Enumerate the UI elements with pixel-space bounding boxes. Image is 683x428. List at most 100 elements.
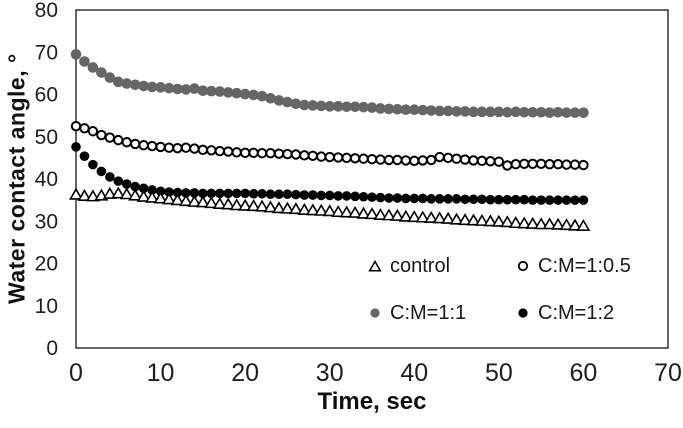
y-tick-label: 30 [35, 210, 58, 233]
data-point-marker [172, 83, 183, 95]
data-point-marker [510, 106, 522, 118]
data-point-marker [451, 153, 462, 164]
data-point-marker [273, 148, 285, 159]
data-point-marker [459, 154, 471, 165]
data-point-marker [559, 218, 574, 231]
data-point-marker [375, 103, 386, 114]
data-point-marker [392, 103, 403, 115]
data-point-marker [248, 188, 259, 199]
data-point-marker [458, 213, 473, 226]
data-point-marker [392, 193, 403, 203]
data-point-marker [519, 158, 530, 169]
data-point-marker [390, 208, 405, 221]
data-point-marker [551, 217, 566, 230]
data-point-marker [576, 219, 591, 231]
data-point-marker [356, 206, 371, 219]
data-point-marker [392, 154, 403, 166]
data-point-marker [291, 189, 301, 200]
legend-item-cm105: C:M=1:0.5 [516, 254, 631, 278]
data-point-marker [459, 106, 471, 117]
data-point-marker [324, 151, 335, 163]
data-point-marker [578, 159, 589, 171]
data-point-marker [172, 187, 183, 198]
data-point-marker [331, 205, 346, 218]
data-point-marker [79, 151, 90, 161]
open-circle-icon [517, 260, 529, 272]
data-point-marker [508, 216, 523, 229]
y-tick-label: 60 [35, 84, 58, 107]
data-point-marker [189, 188, 200, 198]
data-point-marker [332, 101, 344, 112]
data-point-marker [256, 148, 268, 159]
data-point-marker [265, 93, 276, 104]
data-point-marker [246, 199, 261, 212]
data-point-marker [248, 89, 259, 101]
data-point-marker [195, 195, 210, 208]
data-point-marker [180, 142, 192, 153]
data-point-marker [138, 183, 149, 194]
data-point-marker [198, 188, 208, 199]
data-point-marker [527, 158, 538, 169]
data-point-marker [425, 105, 437, 116]
data-point-marker [341, 191, 352, 201]
data-point-marker [434, 151, 445, 163]
data-point-marker [578, 107, 589, 118]
data-point-marker [468, 194, 479, 205]
data-point-marker [70, 120, 82, 132]
data-point-marker [121, 179, 132, 189]
data-point-marker [128, 188, 143, 201]
data-point-marker [553, 195, 563, 205]
data-point-marker [105, 172, 115, 182]
data-point-marker [367, 192, 377, 202]
data-point-marker [308, 190, 318, 200]
data-point-marker [578, 195, 589, 205]
x-tick-label: 0 [69, 359, 83, 387]
data-point-marker [113, 134, 124, 146]
data-point-marker [408, 104, 420, 116]
data-point-marker [536, 195, 546, 205]
y-tick-label: 70 [35, 41, 58, 64]
data-point-marker [282, 148, 293, 160]
data-point-marker [113, 176, 124, 186]
data-point-marker [145, 190, 160, 203]
data-point-marker [280, 201, 295, 214]
data-point-marker [255, 199, 270, 212]
data-point-marker [366, 153, 378, 165]
data-point-marker [332, 152, 344, 163]
data-point-marker [409, 193, 420, 204]
data-point-marker [290, 98, 302, 110]
data-point-marker [525, 216, 540, 229]
data-point-marker [432, 211, 447, 224]
legend-item-cm11: C:M=1:1 [368, 301, 466, 325]
data-point-marker [212, 197, 227, 210]
data-point-marker [510, 159, 521, 170]
data-point-marker [314, 203, 329, 216]
data-point-marker [162, 192, 177, 205]
y-axis-title: Water contact angle, ° [3, 53, 30, 305]
data-point-marker [274, 189, 284, 200]
data-point-marker [282, 189, 293, 200]
data-point-marker [70, 49, 82, 60]
data-point-marker [231, 147, 242, 158]
data-point-marker [307, 150, 318, 161]
data-point-marker [257, 188, 267, 199]
data-point-marker [493, 156, 505, 167]
data-point-marker [138, 80, 149, 92]
data-point-marker [324, 101, 336, 112]
data-point-marker [415, 210, 430, 223]
data-point-marker [451, 106, 462, 117]
data-point-marker [373, 208, 388, 221]
data-point-marker [502, 106, 513, 118]
data-point-marker [400, 104, 412, 116]
data-point-marker [129, 79, 141, 91]
data-point-marker [502, 160, 513, 171]
data-point-marker [322, 204, 337, 217]
data-point-marker [375, 154, 386, 165]
data-point-marker [350, 191, 360, 202]
data-point-marker [383, 103, 395, 115]
data-point-marker [146, 140, 158, 152]
data-point-marker [417, 155, 428, 166]
data-point-marker [239, 88, 251, 100]
data-point-marker [240, 188, 250, 199]
